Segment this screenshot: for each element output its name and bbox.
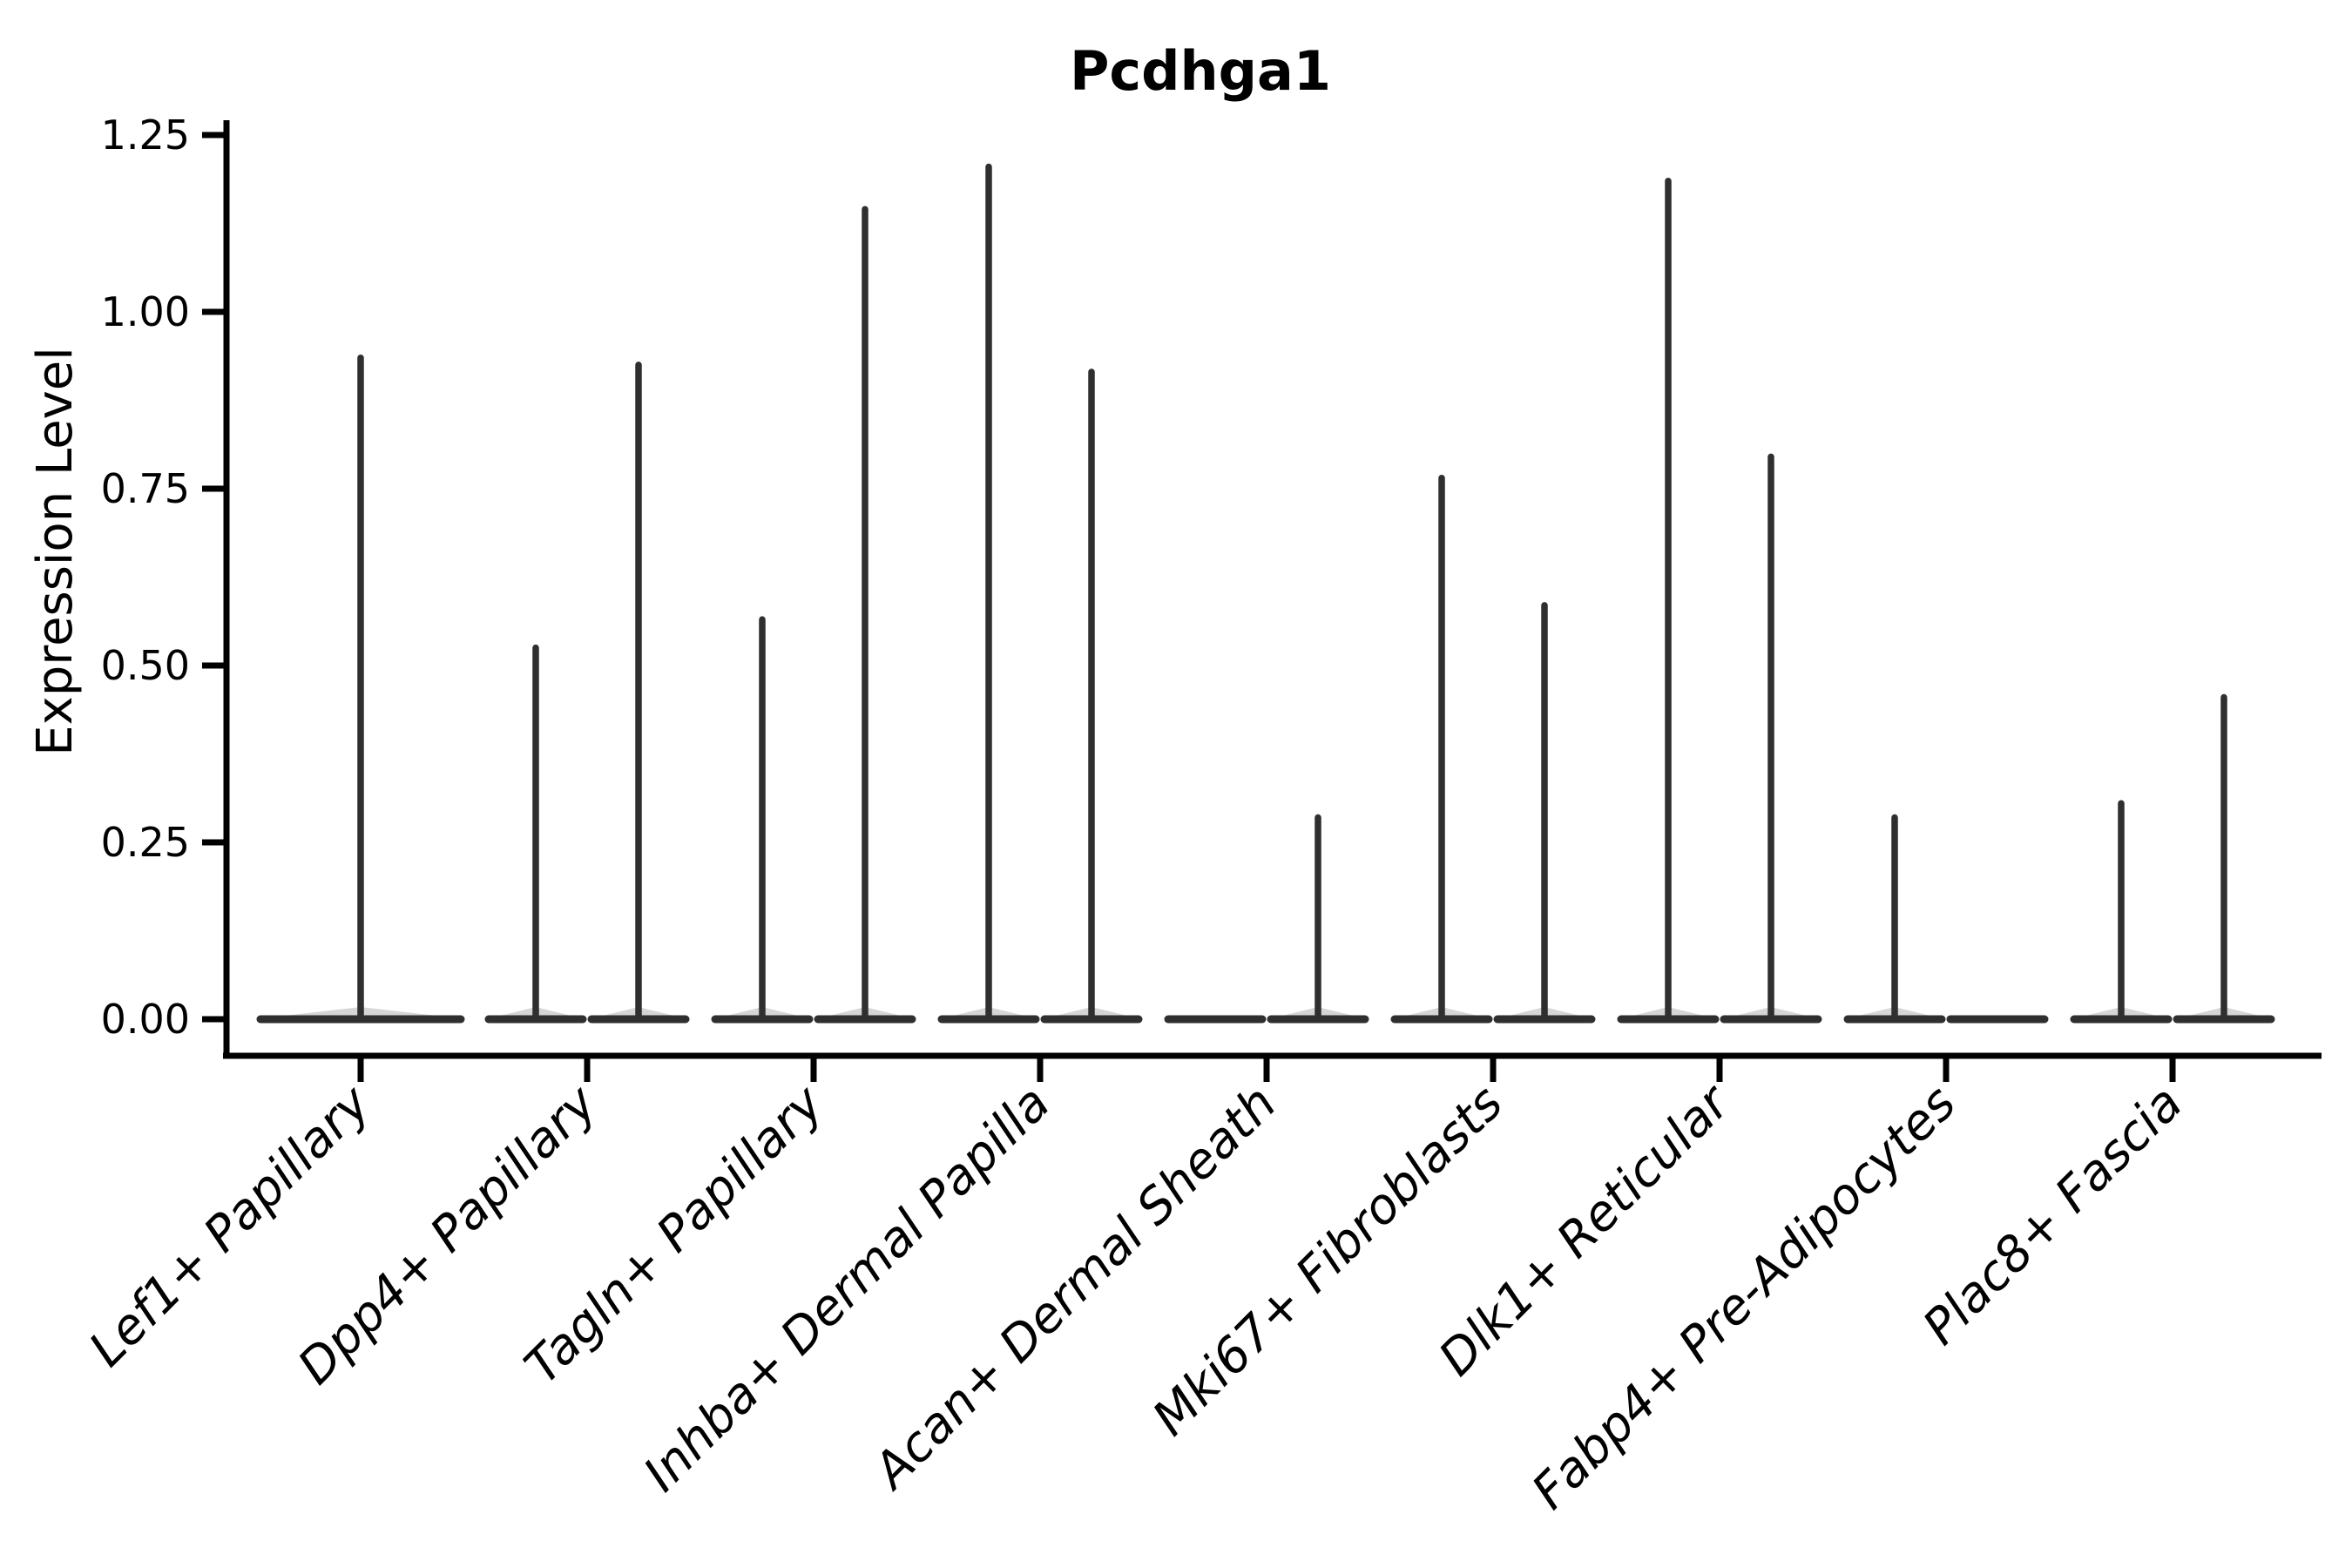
y-axis-label: Expression Level [27, 347, 84, 756]
x-ticks-group [357, 1056, 2176, 1082]
y-tick-label: 0.75 [101, 465, 190, 512]
violins-group [256, 163, 2275, 1024]
x-tick-label: Inhba+ Dermal Papilla [633, 1075, 1061, 1503]
chart-title: Pcdhga1 [1070, 39, 1331, 103]
x-tick-label: Acan+ Dermal Sheath [862, 1075, 1288, 1501]
y-tick-label: 0.25 [101, 819, 190, 866]
x-tick-label: Fabp4+ Pre-Adipocytes [1522, 1075, 1967, 1520]
y-ticks-group: 1.25 1.00 0.75 0.50 0.25 0.00 [101, 112, 226, 1043]
y-tick-label: 0.00 [101, 996, 190, 1043]
y-tick-label: 1.00 [101, 288, 190, 335]
y-tick-label: 0.50 [101, 642, 190, 689]
y-tick-label: 1.25 [101, 112, 190, 159]
